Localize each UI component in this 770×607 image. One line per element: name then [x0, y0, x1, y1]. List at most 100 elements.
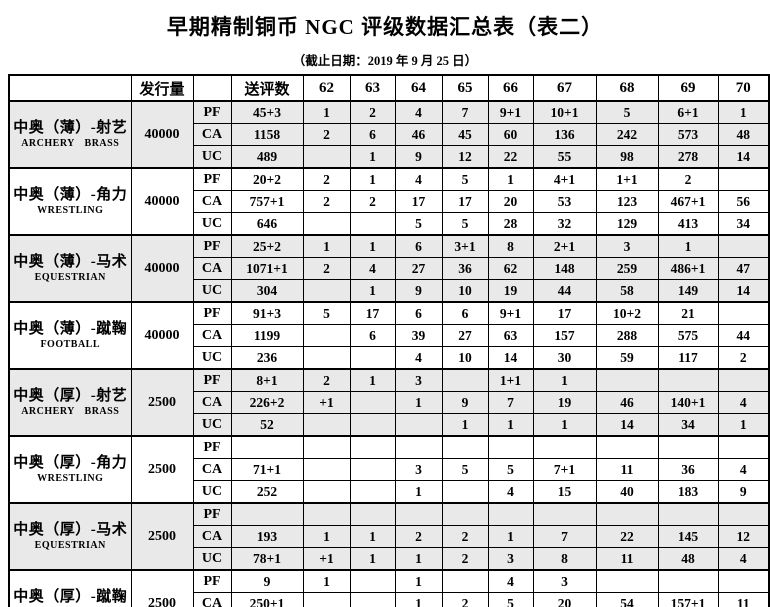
grade-count-cell: [302, 413, 351, 437]
grade-count-cell: [302, 145, 351, 169]
mintage-cell: 40000: [130, 234, 194, 303]
grade-count-cell: +1: [302, 547, 351, 571]
grade-type-cell: CA: [192, 190, 232, 213]
grade-count-cell: 1: [349, 145, 396, 169]
grade-count-cell: 59: [595, 346, 659, 370]
grade-count-cell: 9+1: [487, 301, 534, 325]
grade-type-cell: PF: [192, 100, 232, 124]
grade-count-cell: 1: [349, 279, 396, 303]
grade-count-cell: 1: [394, 592, 443, 607]
grade-count-cell: 2: [349, 190, 396, 213]
submitted-count-cell: 20+2: [230, 167, 304, 191]
grade-count-cell: 22: [487, 145, 534, 169]
grade-count-cell: 1: [532, 413, 597, 437]
grade-count-cell: 1: [394, 480, 443, 504]
column-header-67: 67: [532, 74, 597, 102]
grade-count-cell: 8: [487, 234, 534, 258]
grade-count-cell: 4+1: [532, 167, 597, 191]
grade-count-cell: 6: [349, 324, 396, 347]
grade-count-cell: 278: [657, 145, 719, 169]
header-row: 发行量 送评数 62 63 64 65 66 67 68 69 70: [8, 74, 770, 102]
table-row: 中奥（薄）-马术 EQUESTRIAN 40000 PF 25+2 1 1 6 3+1 8 2+1 3…: [8, 234, 770, 303]
grade-type-cell: CA: [192, 525, 232, 548]
column-header-64: 64: [394, 74, 443, 102]
table-row: 中奥（薄）-角力 WRESTLING 40000 PF 20+2 2 1 4 5 1 4+1 1+1 2: [8, 167, 770, 236]
grade-count-cell: 17: [349, 301, 396, 325]
submitted-count-cell: 1071+1: [230, 257, 304, 280]
grade-count-cell: 62: [487, 257, 534, 280]
grade-count-cell: +1: [302, 391, 351, 414]
grade-count-cell: [302, 279, 351, 303]
column-header-70: 70: [717, 74, 770, 102]
grade-count-cell: [349, 569, 396, 593]
grade-count-cell: [717, 569, 770, 593]
ngc-grading-table: 发行量 送评数 62 63 64 65 66 67 68 69 70 中奥（薄）-射艺 ARCHERY…: [8, 74, 770, 607]
grade-count-cell: [487, 502, 534, 526]
submitted-count-cell: 8+1: [230, 368, 304, 392]
grade-count-cell: [657, 569, 719, 593]
grade-count-cell: 1: [349, 167, 396, 191]
grade-type-cell: CA: [192, 123, 232, 146]
column-header-blank-2: [192, 74, 232, 102]
coin-name-english: ARCHERY BRASS: [21, 138, 120, 150]
grade-count-cell: [532, 502, 597, 526]
grade-count-cell: [595, 502, 659, 526]
table-row: UC 78+1 +1 1 1 2 3 8 11 48 4: [9, 547, 770, 571]
grade-count-cell: [532, 435, 597, 459]
column-header-68: 68: [595, 74, 659, 102]
grade-count-cell: 48: [657, 547, 719, 571]
grade-count-cell: 573: [657, 123, 719, 146]
grade-count-cell: 3: [532, 569, 597, 593]
grade-count-cell: 242: [595, 123, 659, 146]
grade-count-cell: [349, 435, 396, 459]
grade-count-cell: 5: [487, 592, 534, 607]
grade-count-cell: [349, 391, 396, 414]
coin-name-english: ARCHERY BRASS: [21, 406, 120, 418]
grade-count-cell: [441, 502, 489, 526]
grade-count-cell: 98: [595, 145, 659, 169]
table-row: CA 226+2 +1 1 9 7 19 46 140+1 4: [9, 391, 770, 414]
table-row: CA 1199 6 39 27 63 157 288 575 44: [9, 324, 770, 347]
coin-name-chinese: 中奥（薄）-马术: [13, 253, 128, 270]
grade-type-cell: UC: [192, 279, 232, 303]
grade-count-cell: 27: [394, 257, 443, 280]
grade-count-cell: 9: [441, 391, 489, 414]
grade-count-cell: 15: [532, 480, 597, 504]
grade-count-cell: 28: [487, 212, 534, 236]
grade-count-cell: 53: [532, 190, 597, 213]
grade-count-cell: 10: [441, 279, 489, 303]
grade-count-cell: 3: [394, 368, 443, 392]
coin-name-cell: 中奥（薄）-角力 WRESTLING: [8, 167, 132, 236]
grade-count-cell: 2: [717, 346, 770, 370]
table-row: UC 52 1 1 1 14 34 1: [9, 413, 770, 437]
grade-count-cell: [349, 502, 396, 526]
grade-count-cell: 1: [487, 413, 534, 437]
grade-count-cell: [302, 502, 351, 526]
grade-type-cell: CA: [192, 324, 232, 347]
table-header: 发行量 送评数 62 63 64 65 66 67 68 69 70: [8, 74, 770, 102]
coin-name-english: EQUESTRIAN: [34, 540, 106, 552]
grade-count-cell: [717, 502, 770, 526]
coin-name-english: FOOTBALL: [40, 339, 101, 351]
grade-count-cell: 136: [532, 123, 597, 146]
grade-count-cell: 11: [595, 547, 659, 571]
grade-count-cell: 1: [717, 100, 770, 124]
grade-type-cell: PF: [192, 234, 232, 258]
grade-count-cell: 486+1: [657, 257, 719, 280]
grade-count-cell: [441, 435, 489, 459]
submitted-count-cell: 1199: [230, 324, 304, 347]
submitted-count-cell: 757+1: [230, 190, 304, 213]
mintage-cell: 40000: [130, 301, 194, 370]
grade-count-cell: 259: [595, 257, 659, 280]
grade-count-cell: 4: [717, 547, 770, 571]
grade-count-cell: 1: [302, 100, 351, 124]
grade-type-cell: CA: [192, 592, 232, 607]
grade-count-cell: 157+1: [657, 592, 719, 607]
grade-count-cell: 1: [394, 391, 443, 414]
submitted-count-cell: 9: [230, 569, 304, 593]
grade-count-cell: 4: [394, 346, 443, 370]
grade-count-cell: 2: [302, 257, 351, 280]
mintage-cell: 2500: [130, 435, 194, 504]
